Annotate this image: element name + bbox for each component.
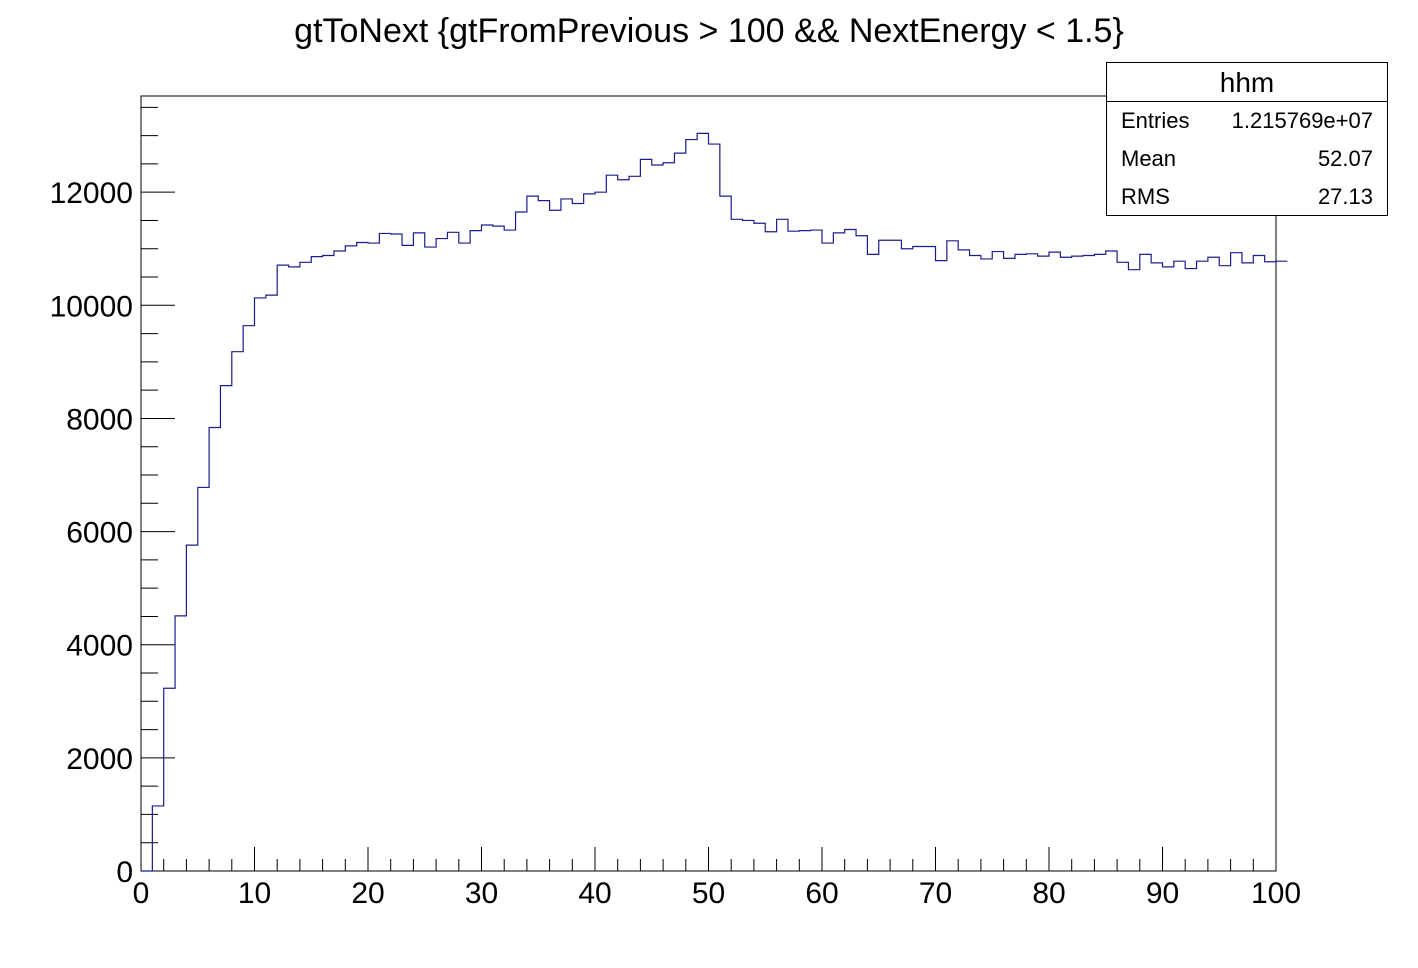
y-tick-label: 10000 bbox=[50, 290, 133, 323]
stats-box: hhm Entries 1.215769e+07 Mean 52.07 RMS … bbox=[1106, 62, 1388, 216]
x-tick-label: 10 bbox=[238, 877, 271, 910]
x-tick-label: 90 bbox=[1146, 877, 1179, 910]
stats-value: 1.215769e+07 bbox=[1231, 108, 1373, 133]
stats-label: RMS bbox=[1121, 184, 1170, 209]
x-tick-label: 100 bbox=[1251, 877, 1301, 910]
stats-value: 27.13 bbox=[1317, 184, 1373, 209]
y-tick-label: 12000 bbox=[50, 177, 133, 210]
stats-row-mean: Mean 52.07 bbox=[1107, 140, 1387, 178]
stats-value: 52.07 bbox=[1317, 146, 1373, 171]
stats-row-rms: RMS 27.13 bbox=[1107, 178, 1387, 216]
x-tick-label: 50 bbox=[692, 877, 725, 910]
y-tick-label: 8000 bbox=[66, 403, 133, 436]
stats-label: Entries bbox=[1121, 108, 1190, 133]
histogram-line bbox=[141, 132, 1288, 872]
x-tick-label: 70 bbox=[919, 877, 952, 910]
stats-label: Mean bbox=[1121, 146, 1177, 171]
x-tick-label: 0 bbox=[133, 877, 150, 910]
x-tick-label: 40 bbox=[578, 877, 611, 910]
stats-box-name: hhm bbox=[1107, 63, 1387, 102]
y-tick-label: 0 bbox=[116, 856, 133, 889]
x-tick-label: 20 bbox=[351, 877, 384, 910]
x-tick-label: 60 bbox=[805, 877, 838, 910]
x-tick-label: 80 bbox=[1032, 877, 1065, 910]
x-axis: 0 10 20 30 40 50 60 70 80 90 100 bbox=[133, 847, 1301, 910]
y-axis: 0 2000 4000 6000 8000 10000 12000 bbox=[50, 106, 175, 889]
x-tick-label: 30 bbox=[465, 877, 498, 910]
y-tick-label: 2000 bbox=[66, 743, 133, 776]
stats-row-entries: Entries 1.215769e+07 bbox=[1107, 102, 1387, 140]
y-tick-label: 6000 bbox=[66, 517, 133, 550]
y-tick-label: 4000 bbox=[66, 630, 133, 663]
chart-title: gtToNext {gtFromPrevious > 100 && NextEn… bbox=[294, 12, 1124, 50]
